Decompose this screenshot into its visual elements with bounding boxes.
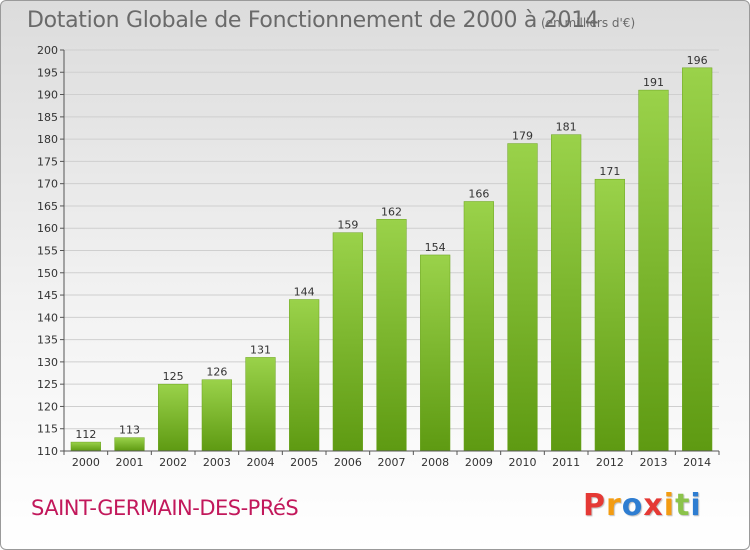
data-label-2006: 159 — [337, 219, 358, 232]
x-tick-label: 2011 — [552, 456, 580, 469]
bar-2012 — [594, 178, 625, 452]
data-label-2003: 126 — [206, 366, 227, 379]
y-tick-label: 145 — [37, 289, 58, 302]
bar-2001 — [114, 437, 145, 452]
x-tick-label: 2006 — [334, 456, 362, 469]
data-label-2011: 181 — [556, 121, 577, 134]
logo-letter: r — [606, 488, 622, 523]
data-label-2013: 191 — [643, 76, 664, 89]
y-tick-label: 200 — [37, 44, 58, 57]
bars — [70, 67, 713, 452]
x-tick-label: 2000 — [72, 456, 100, 469]
y-tick-label: 140 — [37, 311, 58, 324]
x-tick-label: 2002 — [159, 456, 187, 469]
x-tick-label: 2003 — [203, 456, 231, 469]
y-tick-label: 170 — [37, 178, 58, 191]
chart-subtitle: (en milliers d'€) — [541, 16, 636, 30]
y-tick-label: 120 — [37, 400, 58, 413]
bar-2009 — [463, 201, 494, 452]
commune-name: SAINT-GERMAIN-DES-PRéS — [31, 496, 299, 520]
bar-2005 — [289, 299, 320, 452]
data-label-2002: 125 — [163, 370, 184, 383]
bar-2002 — [158, 383, 189, 452]
chart-title: Dotation Globale de Fonctionnement de 20… — [27, 8, 599, 33]
data-label-2010: 179 — [512, 130, 533, 143]
y-tick-label: 195 — [37, 66, 58, 79]
y-tick-label: 115 — [37, 423, 58, 436]
bar-2008 — [420, 254, 451, 452]
y-tick-label: 185 — [37, 111, 58, 124]
y-tick-label: 150 — [37, 267, 58, 280]
bar-2013 — [638, 89, 669, 452]
y-tick-label: 160 — [37, 222, 58, 235]
y-tick-label: 110 — [37, 445, 58, 458]
bar-2006 — [332, 232, 363, 452]
bar-2010 — [507, 143, 538, 452]
y-tick-label: 125 — [37, 378, 58, 391]
logo-letter: t — [675, 488, 691, 523]
y-tick-label: 130 — [37, 356, 58, 369]
x-tick-label: 2009 — [465, 456, 493, 469]
bar-2003 — [201, 379, 232, 452]
x-tick-label: 2013 — [640, 456, 668, 469]
logo-letter: o — [621, 488, 644, 523]
x-tick-label: 2010 — [509, 456, 537, 469]
data-label-2008: 154 — [425, 241, 446, 254]
x-tick-label: 2005 — [290, 456, 318, 469]
data-label-2000: 112 — [75, 428, 96, 441]
x-tick-label: 2012 — [596, 456, 624, 469]
y-axis: 110 115 120 125 130 135 140 145 150 155 160 165 170 1… — [37, 44, 65, 458]
data-label-2001: 113 — [119, 424, 140, 437]
logo-letter: P — [583, 488, 606, 523]
x-tick-label: 2001 — [116, 456, 144, 469]
bar-2004 — [245, 357, 276, 452]
x-tick-label: 2014 — [683, 456, 711, 469]
data-label-2012: 171 — [599, 165, 620, 178]
y-tick-label: 135 — [37, 334, 58, 347]
bar-2007 — [376, 219, 407, 452]
data-label-2005: 144 — [294, 286, 315, 299]
x-tick-label: 2007 — [378, 456, 406, 469]
y-tick-label: 180 — [37, 133, 58, 146]
y-tick-label: 155 — [37, 245, 58, 258]
logo-letter: x — [643, 488, 664, 523]
y-tick-label: 165 — [37, 200, 58, 213]
logo-letter: i — [690, 488, 702, 523]
data-label-2009: 166 — [468, 187, 489, 200]
bar-2014 — [682, 67, 713, 452]
y-tick-label: 190 — [37, 89, 58, 102]
logo-letter: i — [663, 488, 676, 523]
x-tick-label: 2004 — [247, 456, 275, 469]
data-labels: 112 113 125 126 131 144 159 162 154 166 179 181 171 1… — [75, 54, 707, 441]
proxiti-logo: Proxiti — [583, 488, 702, 523]
y-tick-label: 175 — [37, 155, 58, 168]
x-axis: 2000 2001 2002 2003 2004 2005 2006 2007 2008 2009… — [63, 450, 720, 469]
bar-2000 — [70, 441, 101, 452]
data-label-2004: 131 — [250, 343, 271, 356]
bar-2011 — [551, 134, 582, 452]
data-label-2007: 162 — [381, 205, 402, 218]
x-tick-label: 2008 — [421, 456, 449, 469]
data-label-2014: 196 — [687, 54, 708, 67]
